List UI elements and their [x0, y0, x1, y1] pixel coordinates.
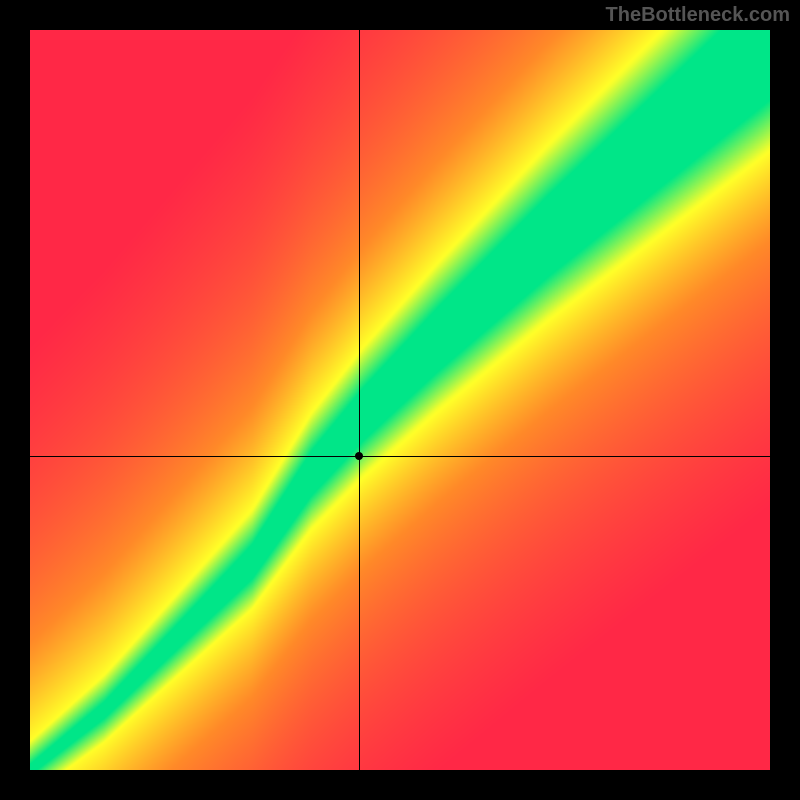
watermark-text: TheBottleneck.com: [606, 4, 790, 27]
crosshair-vertical: [359, 30, 360, 770]
bottleneck-heatmap: [30, 30, 770, 770]
crosshair-horizontal: [30, 456, 770, 457]
heatmap-canvas: [30, 30, 770, 770]
marker-dot: [355, 452, 363, 460]
